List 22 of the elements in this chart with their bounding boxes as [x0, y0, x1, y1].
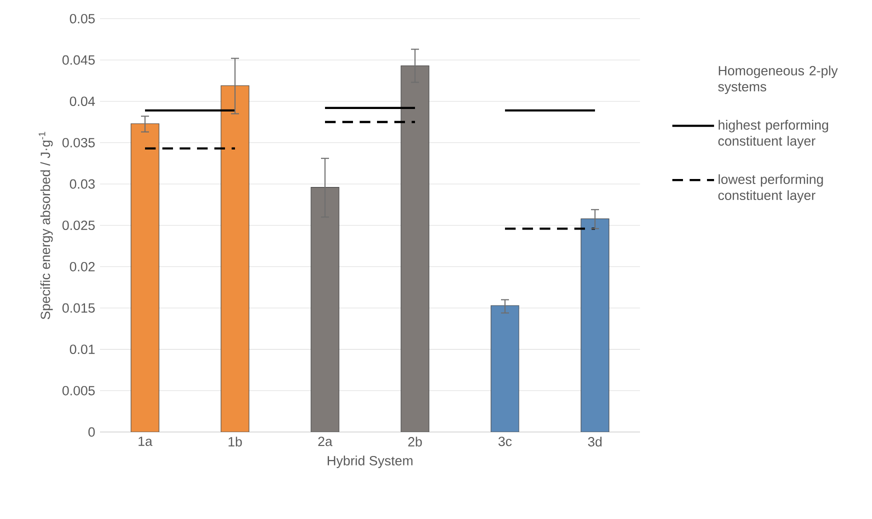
x-tick-label: 2b [408, 436, 422, 447]
legend-title: Homogeneous 2-ply systems [718, 66, 838, 94]
x-tick-label: 1a [138, 436, 152, 446]
y-tick-label: 0.03 [70, 179, 95, 189]
y-tick-label: 0.01 [70, 344, 95, 354]
legend-label: lowest performing constituent layer [718, 174, 823, 203]
y-axis-title: Specific energy absorbed / J·g$^{-1}$ [38, 132, 53, 320]
y-tick-label: 0.045 [62, 55, 95, 65]
x-tick-label: 3c [498, 436, 512, 446]
x-axis-title: Hybrid System [328, 456, 412, 468]
y-tick-label: 0.015 [62, 303, 95, 313]
y-tick-label: 0.035 [62, 138, 95, 148]
y-tick-label: 0.04 [70, 96, 95, 106]
x-tick-label: 3d [588, 436, 602, 447]
y-tick-label: 0.005 [62, 386, 95, 396]
y-tick-label: 0.05 [70, 14, 95, 24]
x-tick-label: 2a [318, 436, 332, 446]
y-tick-label: 0 [88, 427, 95, 437]
y-tick-label: 0.025 [62, 220, 95, 230]
x-tick-label: 1b [228, 436, 242, 447]
legend-label: highest performing constituent layer [718, 120, 828, 149]
y-tick-label: 0.02 [70, 262, 95, 272]
